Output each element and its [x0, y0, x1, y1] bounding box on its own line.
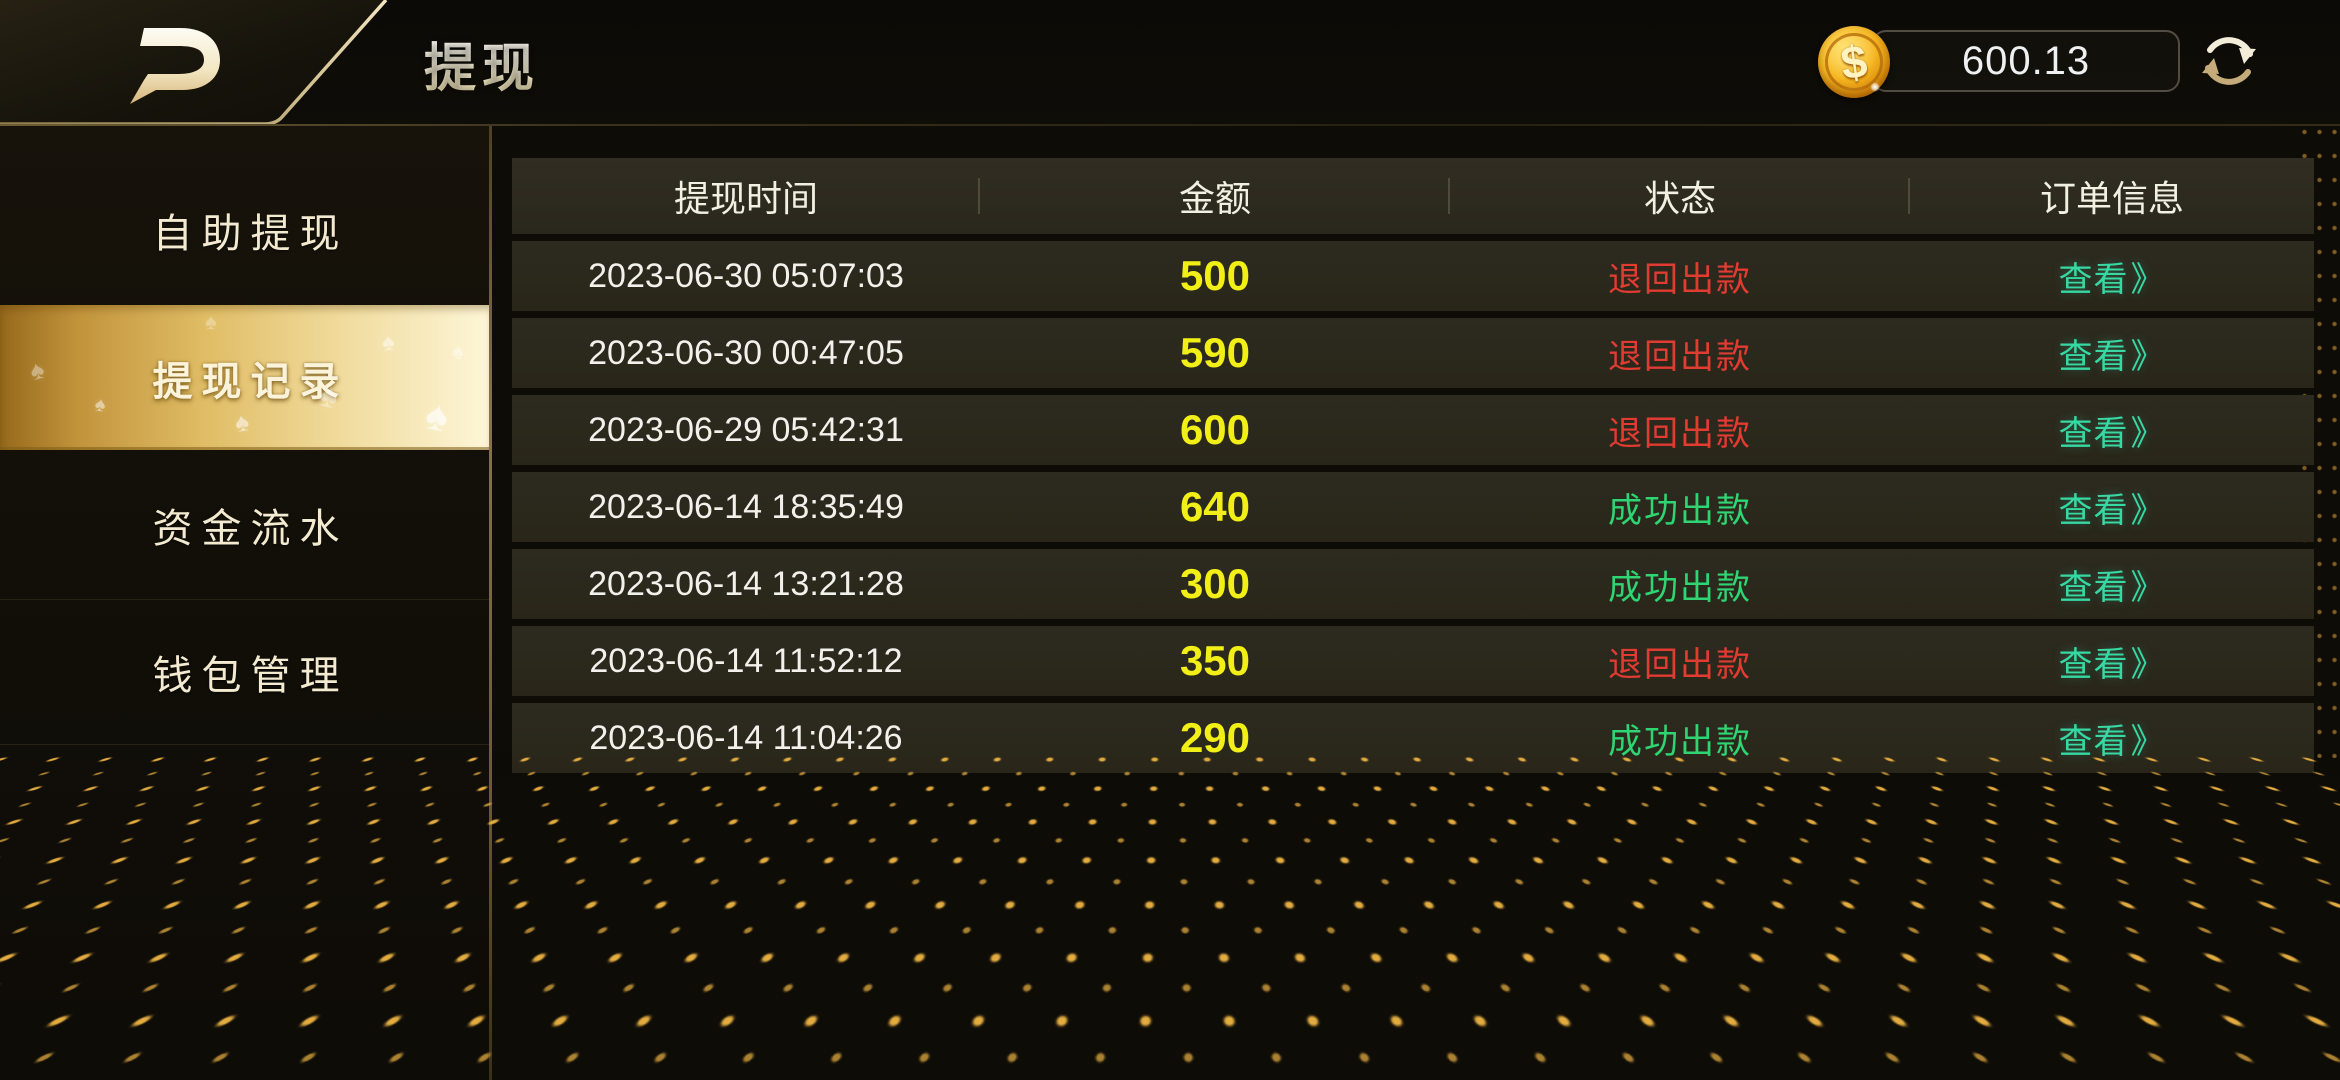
- view-order-link[interactable]: 查看 》: [2059, 483, 2166, 532]
- double-angle-icon: 》: [2131, 637, 2166, 686]
- view-order-link[interactable]: 查看 》: [2059, 252, 2166, 301]
- column-header-order: 订单信息: [1910, 158, 2314, 234]
- refresh-icon[interactable]: [2196, 28, 2262, 94]
- page-title: 提现: [424, 0, 540, 126]
- table-header: 提现时间 金额 状态 订单信息: [512, 158, 2314, 234]
- withdraw-amount: 500: [980, 241, 1450, 311]
- withdraw-status: 成功出款: [1450, 549, 1910, 619]
- view-label: 查看: [2059, 329, 2129, 378]
- withdraw-amount: 350: [980, 626, 1450, 696]
- table-row: 2023-06-14 11:04:26 290 成功出款 查看 》: [512, 703, 2314, 773]
- table-body: 2023-06-30 05:07:03 500 退回出款 查看 》 2023-0…: [512, 241, 2314, 773]
- withdraw-time: 2023-06-14 18:35:49: [512, 472, 980, 542]
- withdraw-status: 成功出款: [1450, 703, 1910, 773]
- view-order-link[interactable]: 查看 》: [2059, 560, 2166, 609]
- withdraw-time: 2023-06-29 05:42:31: [512, 395, 980, 465]
- column-header-time: 提现时间: [512, 158, 980, 234]
- withdraw-amount: 640: [980, 472, 1450, 542]
- spade-decor-icon: ♠: [93, 394, 107, 416]
- view-order-link[interactable]: 查看 》: [2059, 637, 2166, 686]
- view-label: 查看: [2059, 714, 2129, 763]
- withdraw-status: 退回出款: [1450, 241, 1910, 311]
- double-angle-icon: 》: [2131, 560, 2166, 609]
- spade-decor-icon: ♠: [422, 393, 453, 439]
- spade-decor-icon: ♠: [381, 330, 396, 355]
- table-row: 2023-06-14 13:21:28 300 成功出款 查看 》: [512, 549, 2314, 619]
- table-row: 2023-06-29 05:42:31 600 退回出款 查看 》: [512, 395, 2314, 465]
- sidebar-item-fund-flow[interactable]: 资金流水: [0, 450, 492, 600]
- view-order-link[interactable]: 查看 》: [2059, 714, 2166, 763]
- double-angle-icon: 》: [2131, 406, 2166, 455]
- sidebar-item-withdraw-records[interactable]: 提现记录 ♠ ♠ ♠ ♠ ♠ ♠ ♠ ♠: [0, 305, 492, 450]
- spade-decor-icon: ♠: [452, 341, 464, 363]
- table-row: 2023-06-14 11:52:12 350 退回出款 查看 》: [512, 626, 2314, 696]
- dollar-symbol: $: [1813, 21, 1894, 102]
- view-order-link[interactable]: 查看 》: [2059, 329, 2166, 378]
- table-row: 2023-06-30 05:07:03 500 退回出款 查看 》: [512, 241, 2314, 311]
- sidebar-item-self-withdraw[interactable]: 自助提现: [0, 155, 492, 305]
- view-label: 查看: [2059, 483, 2129, 532]
- withdraw-time: 2023-06-30 00:47:05: [512, 318, 980, 388]
- withdraw-page: 提现 600.13 $ 自助提现 提现记录 ♠ ♠ ♠ ♠ ♠ ♠ ♠ ♠ 资金流水 钱包管理…: [0, 0, 2340, 1080]
- spade-decor-icon: ♠: [205, 311, 217, 333]
- spade-decor-icon: ♠: [233, 408, 251, 436]
- withdraw-amount: 300: [980, 549, 1450, 619]
- column-header-amount: 金额: [980, 158, 1450, 234]
- withdraw-status: 成功出款: [1450, 472, 1910, 542]
- view-label: 查看: [2059, 406, 2129, 455]
- withdraw-amount: 600: [980, 395, 1450, 465]
- double-angle-icon: 》: [2131, 714, 2166, 763]
- sidebar-item-wallet-manage[interactable]: 钱包管理: [0, 600, 492, 745]
- withdraw-time: 2023-06-30 05:07:03: [512, 241, 980, 311]
- withdraw-amount: 590: [980, 318, 1450, 388]
- double-angle-icon: 》: [2131, 252, 2166, 301]
- gold-coin-icon: $: [1818, 26, 1890, 98]
- double-angle-icon: 》: [2131, 329, 2166, 378]
- column-header-status: 状态: [1450, 158, 1910, 234]
- table-row: 2023-06-14 18:35:49 640 成功出款 查看 》: [512, 472, 2314, 542]
- double-angle-icon: 》: [2131, 483, 2166, 532]
- withdraw-amount: 290: [980, 703, 1450, 773]
- withdraw-status: 退回出款: [1450, 626, 1910, 696]
- spade-decor-icon: ♠: [27, 356, 47, 385]
- sidebar-spacer: [0, 126, 492, 155]
- balance-value: 600.13: [1962, 39, 2090, 84]
- withdraw-time: 2023-06-14 13:21:28: [512, 549, 980, 619]
- top-bar: 提现 600.13 $: [0, 0, 2340, 126]
- sidebar-item-label: 提现记录: [153, 349, 349, 407]
- view-order-link[interactable]: 查看 》: [2059, 406, 2166, 455]
- brand-logo-d-arrow: [118, 22, 222, 108]
- sidebar-item-label: 资金流水: [153, 496, 349, 554]
- withdraw-time: 2023-06-14 11:04:26: [512, 703, 980, 773]
- view-label: 查看: [2059, 560, 2129, 609]
- sidebar: 自助提现 提现记录 ♠ ♠ ♠ ♠ ♠ ♠ ♠ ♠ 资金流水 钱包管理: [0, 126, 492, 1080]
- withdraw-records-table: 提现时间 金额 状态 订单信息 2023-06-30 05:07:03 500 …: [512, 158, 2314, 780]
- balance-display: 600.13: [1872, 30, 2180, 92]
- view-label: 查看: [2059, 637, 2129, 686]
- withdraw-status: 退回出款: [1450, 318, 1910, 388]
- view-label: 查看: [2059, 252, 2129, 301]
- table-row: 2023-06-30 00:47:05 590 退回出款 查看 》: [512, 318, 2314, 388]
- logo-plate: [0, 0, 460, 126]
- withdraw-status: 退回出款: [1450, 395, 1910, 465]
- sidebar-item-label: 自助提现: [153, 201, 349, 259]
- withdraw-time: 2023-06-14 11:52:12: [512, 626, 980, 696]
- sidebar-item-label: 钱包管理: [153, 643, 349, 701]
